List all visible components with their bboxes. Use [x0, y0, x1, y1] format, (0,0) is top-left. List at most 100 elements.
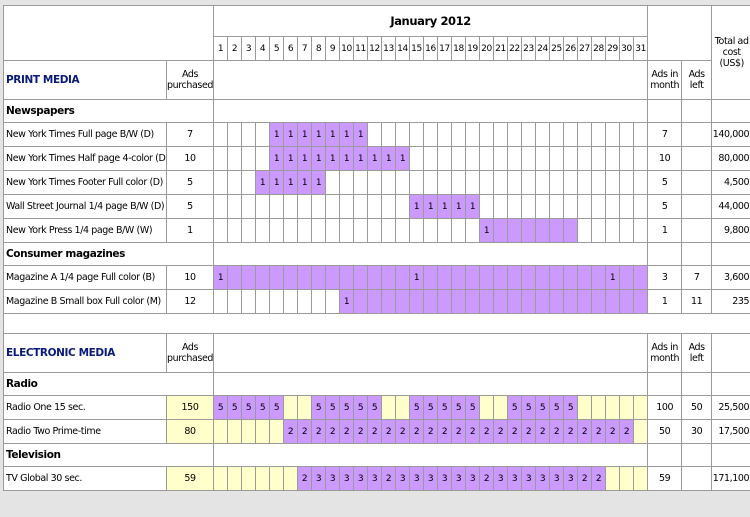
day-cell: [479, 265, 494, 290]
table-row: January 2012 Total ad cost (US$): [3, 5, 750, 100]
ads-purchased: 7: [166, 122, 214, 147]
day-cell: 5: [255, 395, 270, 420]
day-cell: 2: [493, 419, 508, 444]
day-cell: [479, 194, 494, 219]
group-title: Consumer magazines: [3, 242, 214, 266]
day-cell: [619, 265, 634, 290]
day-cell: [213, 218, 228, 243]
day-cell: 1: [381, 146, 396, 171]
day-cell: [381, 289, 396, 314]
day-cell: [227, 265, 242, 290]
day-cell: 3: [339, 466, 354, 491]
ads-in-month: 3: [647, 265, 683, 290]
day-cell: [395, 395, 410, 420]
day-header: 25: [549, 36, 564, 61]
day-cell: [409, 122, 424, 147]
day-cell: [269, 265, 284, 290]
table-row: Radio: [3, 372, 750, 396]
ads-purchased: 1: [166, 218, 214, 243]
day-cell: 5: [339, 395, 354, 420]
section-title: ELECTRONIC MEDIA: [3, 333, 167, 373]
total-cost: 3,600: [711, 265, 750, 290]
day-cell: [605, 194, 620, 219]
blank-cell: [212, 333, 649, 373]
day-cell: 1: [395, 146, 410, 171]
ads-purchased: 10: [166, 146, 214, 171]
day-cell: [591, 395, 606, 420]
day-cell: [563, 194, 578, 219]
day-cell: [577, 218, 592, 243]
day-cell: [395, 170, 410, 195]
day-cell: [605, 466, 620, 491]
day-cell: [227, 419, 242, 444]
day-cell: 3: [311, 466, 326, 491]
day-cell: [241, 289, 256, 314]
day-cell: [451, 265, 466, 290]
day-cell: [465, 122, 480, 147]
day-header: 29: [605, 36, 620, 61]
total-cost: 171,100: [711, 466, 750, 491]
day-cell: [577, 170, 592, 195]
day-header: 2: [227, 36, 242, 61]
day-cell: [619, 146, 634, 171]
day-cell: [451, 170, 466, 195]
day-cell: [297, 395, 312, 420]
day-cell: [549, 146, 564, 171]
day-cell: 2: [535, 419, 550, 444]
day-cell: 2: [591, 419, 606, 444]
day-cell: [549, 265, 564, 290]
day-cell: [521, 122, 536, 147]
media-name: Magazine A 1/4 page Full color (B): [3, 265, 167, 290]
day-cell: [311, 218, 326, 243]
ads-purchased: 5: [166, 194, 214, 219]
day-cell: [381, 265, 396, 290]
day-cell: [353, 218, 368, 243]
day-cell: [465, 289, 480, 314]
day-cell: 5: [535, 395, 550, 420]
day-cell: 3: [507, 466, 522, 491]
day-cell: 2: [381, 419, 396, 444]
blank-cell: [681, 242, 713, 266]
day-cell: [549, 122, 564, 147]
day-header: 19: [465, 36, 480, 61]
day-cell: [227, 146, 242, 171]
day-cell: [479, 146, 494, 171]
day-cell: [619, 218, 634, 243]
table-row: 1 2 3 4 5 6 7 8 9 10 11 12 13 14 15 16 17 18 19 20 21 22 23 24 2…: [4, 36, 750, 61]
day-header: 7: [297, 36, 312, 61]
day-cell: [605, 218, 620, 243]
day-cell: [535, 146, 550, 171]
day-cell: 1: [339, 289, 354, 314]
day-cell: [353, 265, 368, 290]
day-cell: 3: [423, 466, 438, 491]
day-cell: 2: [577, 466, 592, 491]
day-header: 4: [255, 36, 270, 61]
blank-cell: [3, 5, 214, 61]
table-row: Radio One 15 sec. 150 5 5 5 5 5 5 5 5 5 5 5 5 5 5 5 5 5 5 5 5…: [3, 395, 750, 420]
ads-left: [681, 122, 713, 147]
ads-left: 7: [681, 265, 713, 290]
day-cell: 5: [409, 395, 424, 420]
day-cell: 3: [521, 466, 536, 491]
day-cell: 3: [395, 466, 410, 491]
day-cell: 2: [395, 419, 410, 444]
day-cell: [605, 395, 620, 420]
day-cell: [325, 265, 340, 290]
ads-left: [681, 146, 713, 171]
day-cell: [437, 218, 452, 243]
day-cell: [451, 218, 466, 243]
day-cell: [269, 194, 284, 219]
day-cell: [255, 122, 270, 147]
day-cell: 2: [297, 419, 312, 444]
day-cell: [479, 395, 494, 420]
day-cell: 2: [353, 419, 368, 444]
ads-in-month: 100: [647, 395, 683, 420]
day-header: 18: [451, 36, 466, 61]
day-cell: [619, 122, 634, 147]
group-title: Television: [3, 443, 214, 467]
day-cell: [507, 194, 522, 219]
day-cell: [423, 289, 438, 314]
day-cell: 1: [269, 146, 284, 171]
day-cell: 3: [451, 466, 466, 491]
blank-cell: [711, 242, 750, 266]
